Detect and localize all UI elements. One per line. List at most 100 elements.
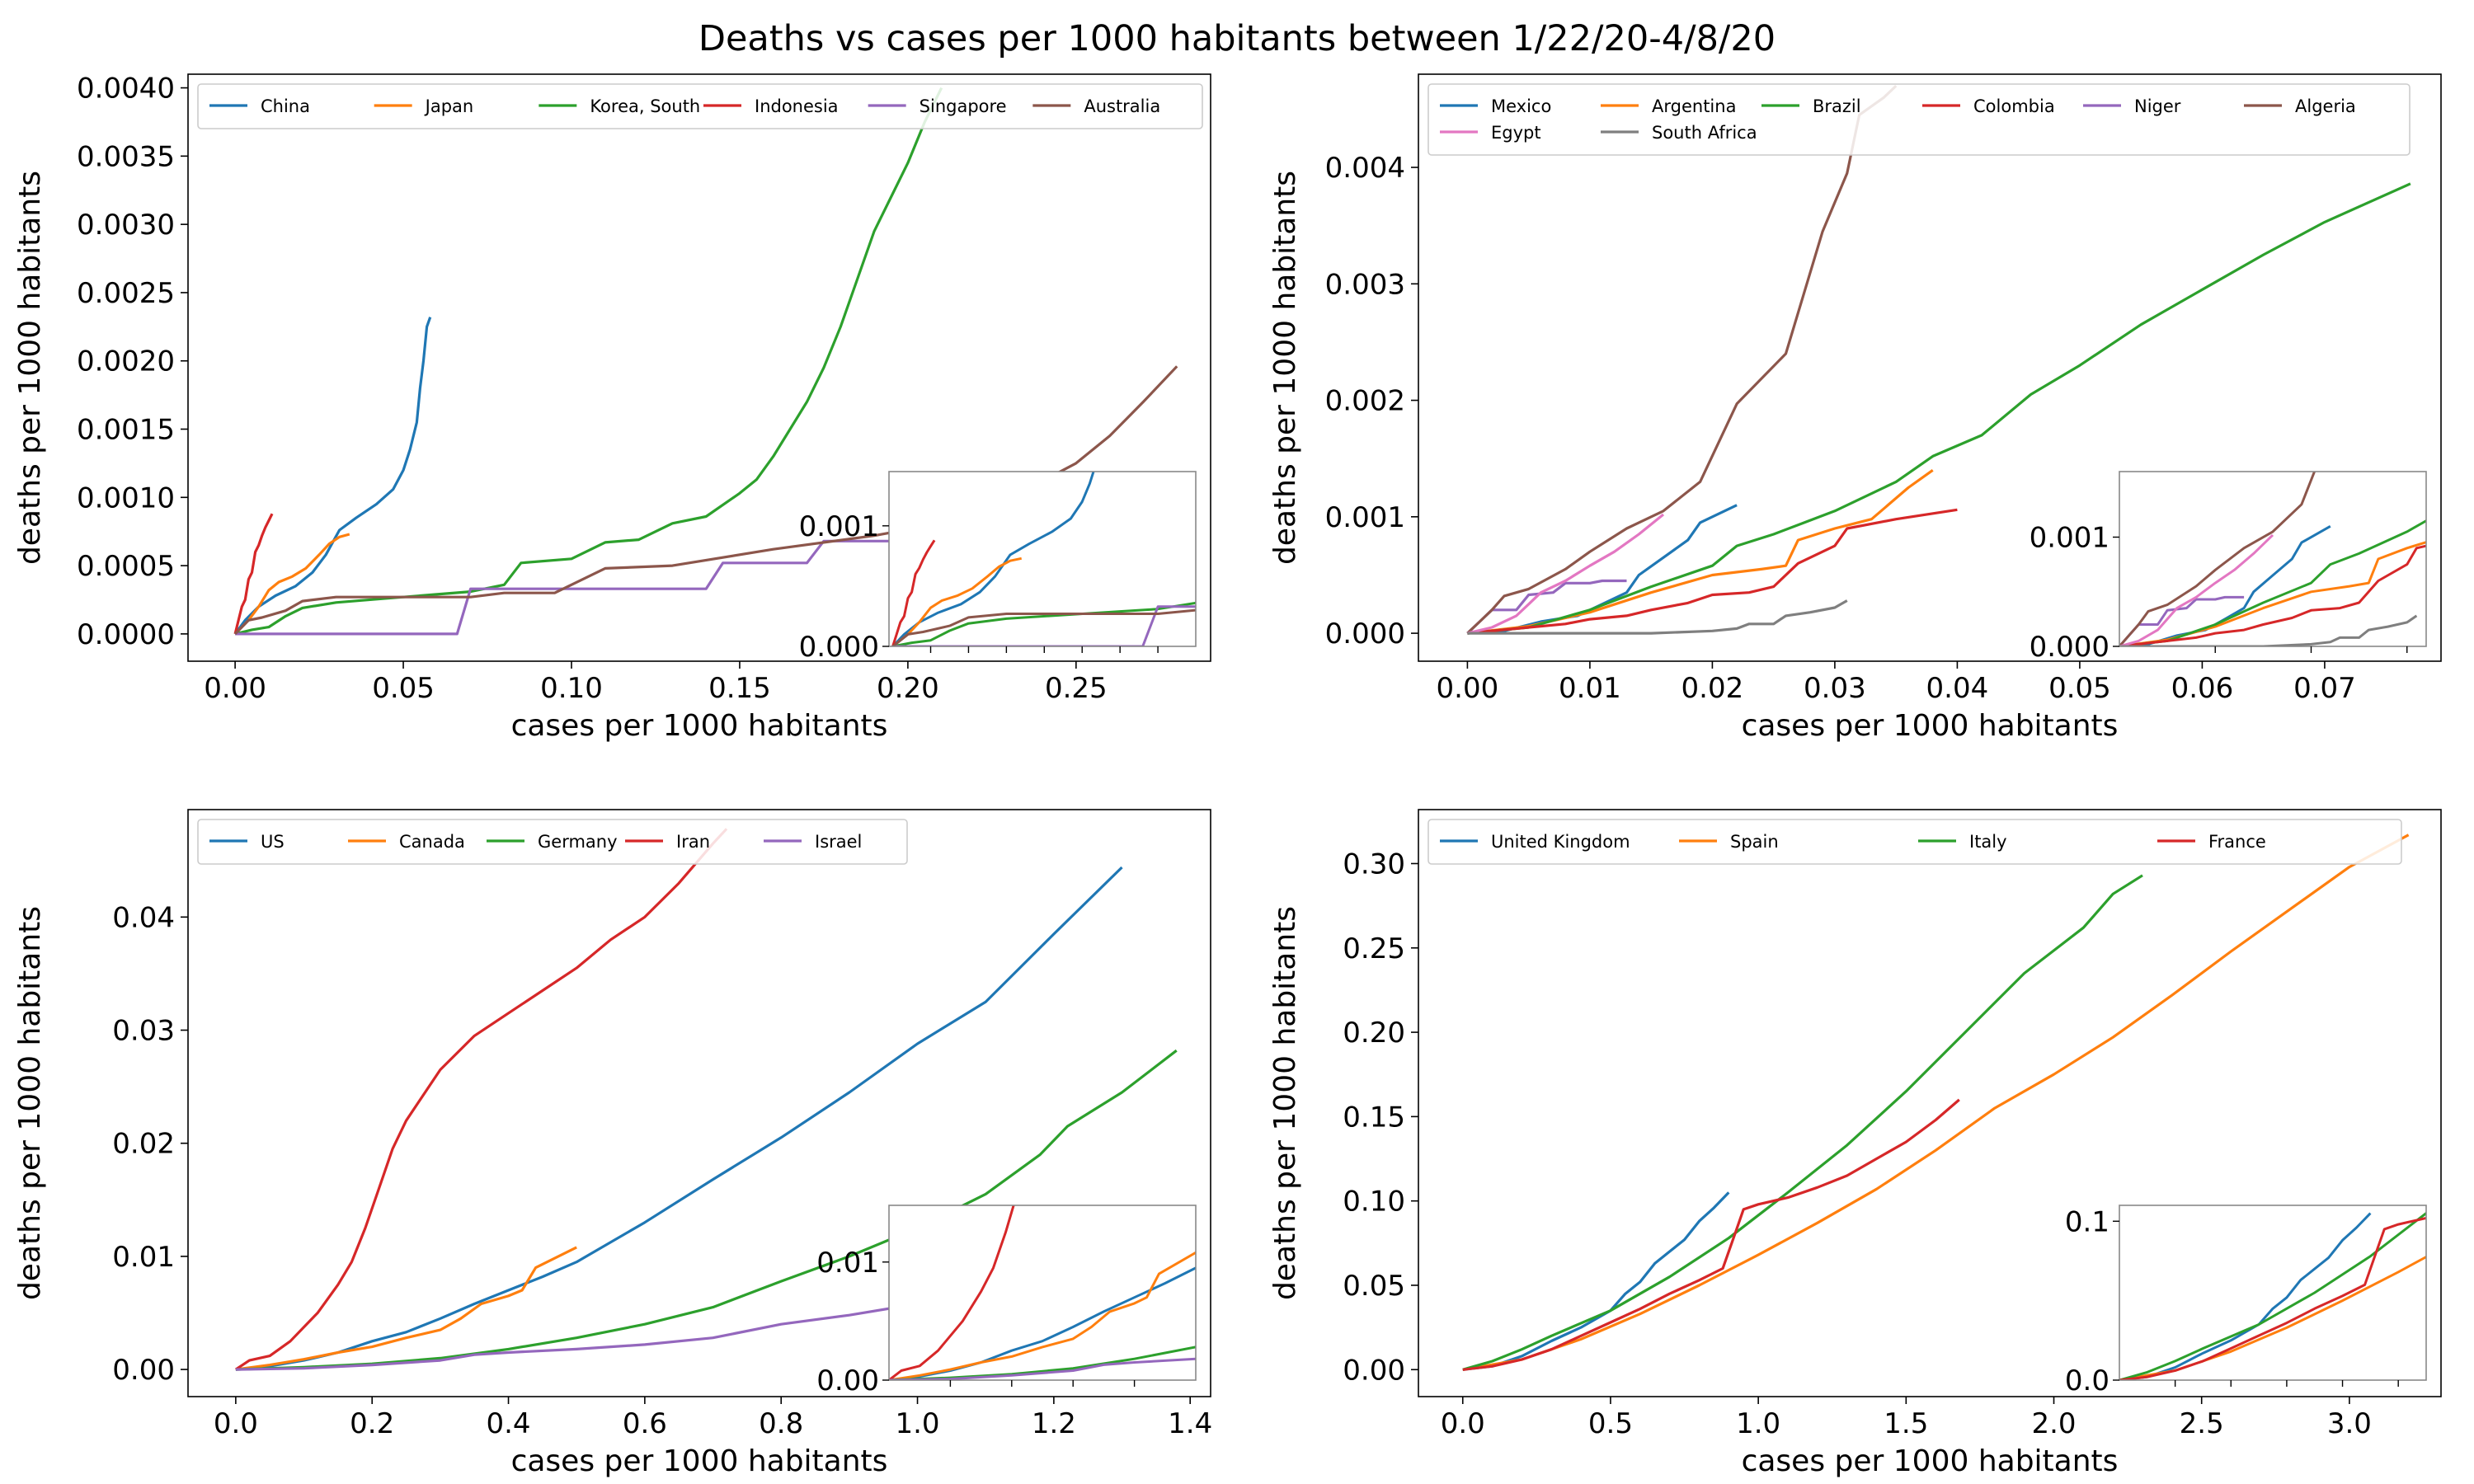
x-tick-label: 0.06 [2171,672,2234,705]
inset-series-line-germany [889,1345,1196,1380]
y-tick-label: 0.00 [1343,1354,1405,1387]
legend-label: US [261,832,285,852]
series-line-algeria [1466,84,1898,635]
y-tick-label: 0.0025 [77,277,175,310]
y-tick-label: 0.000 [1325,618,1405,650]
series-line-iran [235,828,728,1371]
x-tick-label: 3.0 [2327,1407,2372,1440]
series-group [1466,84,2411,635]
x-tick-label: 0.2 [350,1407,394,1440]
y-tick-label: 0.30 [1343,848,1405,881]
y-tick-label: 0.0015 [77,414,175,447]
chart-panel-3: 0.0 0.2 0.4 0.6 0.8 1.0 1.2 1.4 0.00 0.01 0.02 0.03… [13,809,1212,1478]
x-axis-label: cases per 1000 habitants [511,1444,888,1478]
inset-series-line-italy [2119,1211,2426,1380]
legend-label: Canada [399,832,465,852]
x-tick-label: 2.0 [2031,1407,2076,1440]
inset-series-line-united-kingdom [2119,1212,2372,1380]
series-line-australia [233,365,1178,636]
legend-label: Korea, South [590,96,700,116]
inset-series-group [2119,472,2426,646]
y-tick-label: 0.05 [1343,1270,1405,1303]
y-tick-label: 0.0040 [77,73,175,106]
legend-label: Japan [424,96,474,116]
series-line-indonesia [233,513,274,635]
inset-series-line-japan [891,556,1023,646]
y-tick-label: 0.00 [112,1354,175,1387]
series-line-spain [1462,834,2410,1371]
series-line-brazil [1467,182,2411,635]
x-tick-label: 0.05 [2048,672,2111,705]
legend-box [1427,83,2411,156]
inset-y-tick-label: 0.000 [2030,631,2109,664]
x-tick-label: 1.5 [1884,1407,1928,1440]
inset-y-tick-label: 0.001 [2030,522,2109,555]
legend-label: Germany [538,832,618,852]
series-group [235,828,1178,1371]
y-tick-label: 0.01 [112,1241,175,1274]
x-tick-label: 0.6 [623,1407,667,1440]
legend-box [197,83,1203,129]
x-tick-label: 1.2 [1032,1407,1076,1440]
legend-label: Brazil [1813,96,1861,116]
y-tick-label: 0.04 [112,901,175,934]
series-line-egypt [1467,513,1665,635]
legend-box [1427,819,2402,865]
x-tick-label: 0.05 [372,672,435,705]
x-tick-label: 0.00 [1437,672,1499,705]
series-line-korea-south [234,87,943,636]
legend-label: Singapore [920,96,1007,116]
x-tick-label: 0.15 [708,672,771,705]
inset-y-tick-label: 0.000 [799,631,879,664]
series-line-south-africa [1467,599,1848,635]
y-tick-label: 0.004 [1325,152,1405,185]
x-axis-label: cases per 1000 habitants [511,709,888,743]
inset-axes: 0.000 0.001 [2030,471,2427,664]
legend: Mexico Argentina Brazil Colombia Niger Algeri… [1427,83,2411,156]
y-tick-label: 0.0020 [77,345,175,378]
legend-label: Egypt [1491,123,1541,143]
y-axis-label: deaths per 1000 habitants [13,171,47,565]
legend-box [197,819,908,865]
legend-label: Indonesia [755,96,839,116]
inset-series-group [889,1205,1196,1380]
inset-series-line-argentina [2119,541,2426,646]
series-line-france [1462,1098,1960,1371]
y-axis-label: deaths per 1000 habitants [1268,171,1302,565]
x-tick-label: 0.20 [877,672,939,705]
series-line-mexico [1467,504,1738,635]
y-tick-label: 0.002 [1325,385,1405,418]
inset-frame [2119,1205,2427,1381]
x-tick-label: 0.07 [2293,672,2356,705]
inset-series-line-france [2119,1216,2426,1380]
plot-frame [1418,73,2442,662]
inset-axes: 0.0 0.1 [2065,1205,2427,1397]
x-tick-label: 0.5 [1588,1407,1633,1440]
inset-series-line-australia [891,608,1196,646]
x-tick-label: 0.10 [540,672,603,705]
inset-series-line-colombia [2119,544,2426,646]
chart-panel-2: 0.00 0.01 0.02 0.03 0.04 0.05 0.06 0.070.0000.0… [1268,73,2442,743]
x-tick-label: 0.8 [759,1407,803,1440]
x-tick-label: 1.0 [1736,1407,1780,1440]
legend: United Kingdom Spain Italy France [1427,819,2402,865]
y-tick-label: 0.0030 [77,209,175,242]
y-tick-label: 0.003 [1325,268,1405,301]
series-line-china [233,317,432,635]
inset-series-line-indonesia [891,539,936,646]
legend: China Japan Korea, South Indonesia Singapore… [197,83,1203,129]
y-tick-label: 0.15 [1343,1101,1405,1134]
inset-series-line-israel [889,1357,1196,1380]
y-tick-label: 0.20 [1343,1017,1405,1050]
x-tick-label: 0.02 [1681,672,1744,705]
legend: US Canada Germany Iran Israel [197,819,908,865]
legend-label: France [2208,832,2266,852]
inset-axes: 0.00 0.01 [816,1205,1197,1397]
inset-series-line-spain [2119,1255,2426,1380]
legend-label: China [261,96,310,116]
x-tick-label: 0.00 [204,672,266,705]
inset-series-line-china [891,472,1095,646]
inset-series-line-algeria [2119,472,2316,646]
chart-panel-1: 0.00 0.05 0.10 0.15 0.20 0.25 0.0000 0.0005 0.00… [13,73,1211,743]
